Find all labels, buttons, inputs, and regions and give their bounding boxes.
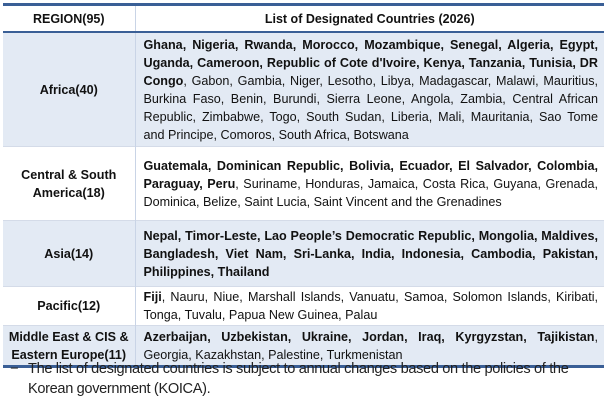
table-row-pacific: Pacific(12) Fiji, Nauru, Niue, Marshall … [3,286,604,326]
dash-bullet-icon: − [10,361,19,377]
countries-cell: Fiji, Nauru, Niue, Marshall Islands, Van… [135,286,604,326]
priority-countries: Nepal, Timor-Leste, Lao People’s Democra… [143,228,599,279]
table-header-row: REGION(95) List of Designated Countries … [3,4,604,33]
region-cell: Middle East & CIS & Eastern Europe(11) [3,325,136,367]
other-countries: , Georgia, Kazakhstan, Palestine, Turkme… [143,329,599,362]
countries-column-header: List of Designated Countries (2026) [135,4,604,33]
priority-countries: Fiji [143,290,162,304]
region-cell: Africa(40) [3,32,136,147]
region-label-line2: Eastern Europe(11) [11,347,127,362]
countries-cell: Nepal, Timor-Leste, Lao People’s Democra… [135,220,604,287]
region-label-line1: Central & South [21,167,117,182]
table-row-central-south-america: Central & South America(18) Guatemala, Do… [3,146,604,221]
priority-countries: Ghana, Nigeria, Rwanda, Morocco, Mozambi… [143,37,599,88]
table-row-middle-east-cis-eastern-europe: Middle East & CIS & Eastern Europe(11) Az… [3,325,604,367]
region-label-line1: Middle East & CIS & [8,329,129,344]
region-cell: Central & South America(18) [3,146,136,221]
footnote-text: The list of designated countries is subj… [28,361,569,397]
priority-countries: Guatemala, Dominican Republic, Bolivia, … [143,158,599,191]
other-countries: , Nauru, Niue, Marshall Islands, Vanuatu… [143,290,599,322]
table-row-africa: Africa(40) Ghana, Nigeria, Rwanda, Moroc… [3,32,604,147]
countries-cell: Guatemala, Dominican Republic, Bolivia, … [135,146,604,221]
other-countries: , Gabon, Gambia, Niger, Lesotho, Libya, … [143,73,599,142]
region-column-header: REGION(95) [3,4,136,33]
region-label-line2: America(18) [32,185,105,200]
countries-cell: Azerbaijan, Uzbekistan, Ukraine, Jordan,… [135,325,604,367]
table-row-asia: Asia(14) Nepal, Timor-Leste, Lao People’… [3,220,604,287]
region-cell: Pacific(12) [3,286,136,326]
priority-countries: Azerbaijan, Uzbekistan, Ukraine, Jordan,… [143,329,595,344]
other-countries: , Suriname, Honduras, Jamaica, Costa Ric… [143,176,599,209]
countries-cell: Ghana, Nigeria, Rwanda, Morocco, Mozambi… [135,32,604,147]
footnote: − The list of designated countries is su… [10,359,603,399]
designated-countries-document: REGION(95) List of Designated Countries … [3,3,604,368]
region-cell: Asia(14) [3,220,136,287]
designated-countries-table: REGION(95) List of Designated Countries … [3,3,604,368]
